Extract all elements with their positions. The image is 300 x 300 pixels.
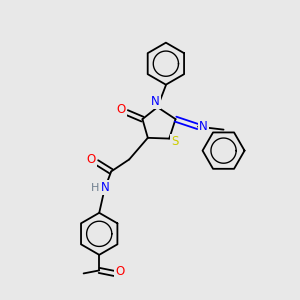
Text: S: S <box>171 135 178 148</box>
Text: N: N <box>101 181 110 194</box>
Text: O: O <box>115 266 124 278</box>
Text: H: H <box>91 183 99 193</box>
Text: O: O <box>87 153 96 166</box>
Text: N: N <box>151 95 160 108</box>
Text: O: O <box>117 103 126 116</box>
Text: N: N <box>199 120 208 133</box>
